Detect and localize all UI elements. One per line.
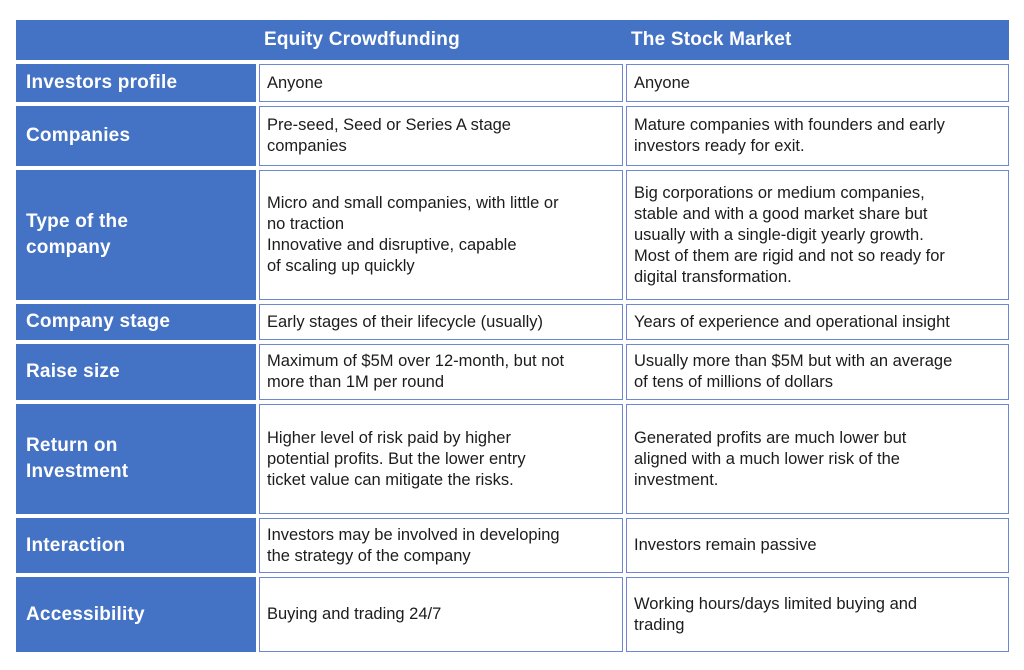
column-header-equity-crowdfunding: Equity Crowdfunding [264,29,460,50]
cell-type-of-the-company-stock-market: Big corporations or medium companies, st… [626,170,1009,300]
column-header-stock-market: The Stock Market [631,29,792,50]
row-label-companies: Companies [16,106,256,166]
cell-return-on-investment-crowdfunding: Higher level of risk paid by higher pote… [259,404,623,514]
cell-interaction-crowdfunding: Investors may be involved in developing … [259,518,623,573]
comparison-table: Equity Crowdfunding The Stock Market Inv… [16,20,1009,652]
cell-investors-profile-crowdfunding: Anyone [259,64,623,102]
row-label-return-on-investment: Return on Investment [16,404,256,514]
corner-cell [16,20,256,60]
row-label-raise-size: Raise size [16,344,256,400]
row-label-company-stage: Company stage [16,304,256,340]
cell-interaction-stock-market: Investors remain passive [626,518,1009,573]
cell-accessibility-crowdfunding: Buying and trading 24/7 [259,577,623,652]
cell-investors-profile-stock-market: Anyone [626,64,1009,102]
cell-companies-stock-market: Mature companies with founders and early… [626,106,1009,166]
cell-companies-crowdfunding: Pre-seed, Seed or Series A stage compani… [259,106,623,166]
cell-type-of-the-company-crowdfunding: Micro and small companies, with little o… [259,170,623,300]
row-label-type-of-the-company: Type of the company [16,170,256,300]
cell-raise-size-crowdfunding: Maximum of $5M over 12-month, but not mo… [259,344,623,400]
table-header-band: Equity Crowdfunding The Stock Market [16,20,1009,60]
row-label-investors-profile: Investors profile [16,64,256,102]
cell-company-stage-crowdfunding: Early stages of their lifecycle (usually… [259,304,623,340]
row-label-interaction: Interaction [16,518,256,573]
row-label-accessibility: Accessibility [16,577,256,652]
cell-company-stage-stock-market: Years of experience and operational insi… [626,304,1009,340]
cell-raise-size-stock-market: Usually more than $5M but with an averag… [626,344,1009,400]
cell-accessibility-stock-market: Working hours/days limited buying and tr… [626,577,1009,652]
cell-return-on-investment-stock-market: Generated profits are much lower but ali… [626,404,1009,514]
